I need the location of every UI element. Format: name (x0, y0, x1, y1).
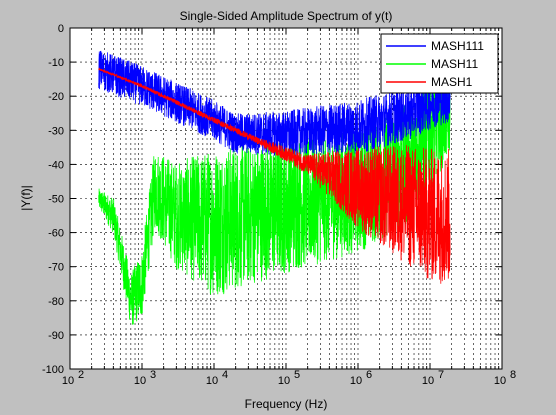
x-tick-label-base: 10 (494, 375, 506, 387)
y-tick-label: -60 (48, 228, 64, 240)
y-tick-label: -100 (42, 364, 64, 376)
y-tick-labels: 0 -10 -20 -30 -40 -50 -60 -70 -80 -90 -100 (42, 23, 64, 376)
y-tick-label: -40 (48, 159, 64, 171)
legend-label-mash11: MASH11 (431, 57, 478, 71)
y-tick-label: -80 (48, 296, 64, 308)
tick-marks (69, 27, 503, 370)
legend-label-mash1: MASH1 (431, 75, 473, 89)
x-tick-label-base: 10 (422, 375, 434, 387)
x-tick-label-exponent: 8 (510, 369, 516, 381)
y-tick-label: -20 (48, 91, 64, 103)
x-tick-label: 10 5 (278, 369, 300, 387)
chart-title: Single-Sided Amplitude Spectrum of y(t) (180, 9, 393, 23)
x-tick-label: 10 4 (206, 369, 228, 387)
x-tick-label-exponent: 2 (78, 369, 84, 381)
y-tick-label: -50 (48, 194, 64, 206)
x-tick-labels: 10 2 10 3 10 4 10 5 10 6 10 7 10 8 (62, 369, 516, 387)
legend: MASH111 MASH11 MASH1 (380, 33, 499, 94)
x-tick-label: 10 3 (134, 369, 156, 387)
x-tick-label: 10 6 (350, 369, 372, 387)
x-tick-label-base: 10 (62, 375, 74, 387)
y-tick-label: -30 (48, 125, 64, 137)
y-tick-label: -10 (48, 57, 64, 69)
x-tick-label-base: 10 (206, 375, 218, 387)
series-layer (98, 50, 451, 325)
y-tick-label: 0 (58, 23, 64, 35)
series-line-mash1 (98, 67, 451, 284)
series-line-mash111 (98, 50, 451, 157)
x-tick-label-exponent: 3 (150, 369, 156, 381)
y-axis-label: |Y(f)| (19, 185, 33, 211)
x-tick-label: 10 7 (422, 369, 444, 387)
x-tick-label-exponent: 7 (438, 369, 444, 381)
x-tick-label-exponent: 5 (294, 369, 300, 381)
y-tick-label: -70 (48, 262, 64, 274)
x-tick-label: 10 8 (494, 369, 516, 387)
x-tick-label: 10 2 (62, 369, 84, 387)
x-tick-label-exponent: 6 (366, 369, 372, 381)
x-tick-label-base: 10 (350, 375, 362, 387)
x-tick-label-base: 10 (278, 375, 290, 387)
x-axis-label: Frequency (Hz) (245, 397, 328, 411)
legend-label-mash111: MASH111 (431, 39, 484, 53)
x-tick-label-base: 10 (134, 375, 146, 387)
y-tick-label: -90 (48, 330, 64, 342)
x-tick-label-exponent: 4 (222, 369, 228, 381)
